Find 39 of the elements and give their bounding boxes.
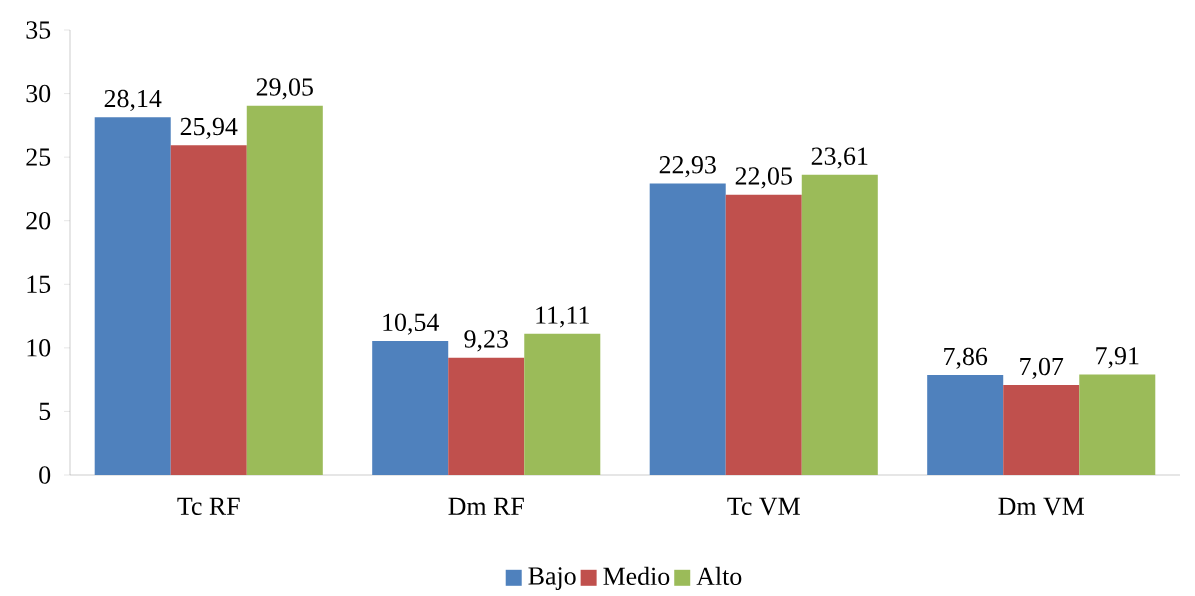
data-label: 7,07	[1020, 357, 1064, 379]
bar	[170, 145, 247, 475]
y-tick-label: 35	[26, 21, 51, 39]
data-label: 9,23	[464, 330, 508, 352]
bar	[448, 357, 525, 475]
y-tick-label: 0	[39, 466, 51, 484]
y-tick-label: 20	[26, 211, 51, 230]
x-tick-label: Tc RF	[177, 497, 240, 516]
bar	[801, 174, 878, 475]
y-tick-label: 10	[27, 339, 51, 357]
legend-label: Bajo	[528, 567, 576, 590]
data-label: 10,54	[383, 313, 439, 335]
bar	[94, 117, 171, 475]
y-tick-label: 5	[39, 402, 51, 421]
x-tick-label: Dm RF	[448, 497, 524, 515]
bar	[372, 340, 449, 475]
y-tick-label: 15	[27, 275, 51, 293]
bar	[524, 333, 601, 475]
data-label: 28,14	[104, 89, 162, 112]
data-label: 23,61	[811, 147, 868, 169]
data-label: 22,93	[659, 156, 716, 178]
x-tick-label: Dm VM	[998, 497, 1085, 516]
data-label: 22,05	[735, 167, 792, 189]
bar	[1003, 385, 1080, 475]
y-tick-label: 25	[26, 148, 51, 166]
x-tick-label: Tc VM	[727, 497, 800, 516]
bar	[649, 183, 726, 475]
y-tick-label: 30	[26, 84, 51, 103]
data-label: 7,91	[1096, 347, 1139, 369]
legend-label: Medio	[603, 566, 670, 586]
legend-label: Alto	[696, 566, 742, 586]
bar	[246, 105, 323, 475]
data-label: 25,94	[180, 117, 238, 139]
data-label: 7,86	[944, 347, 988, 369]
bar	[927, 375, 1004, 475]
bar	[1079, 374, 1156, 475]
bar	[725, 194, 802, 475]
data-label: 29,05	[256, 78, 313, 100]
data-label: 11,11	[536, 306, 589, 328]
